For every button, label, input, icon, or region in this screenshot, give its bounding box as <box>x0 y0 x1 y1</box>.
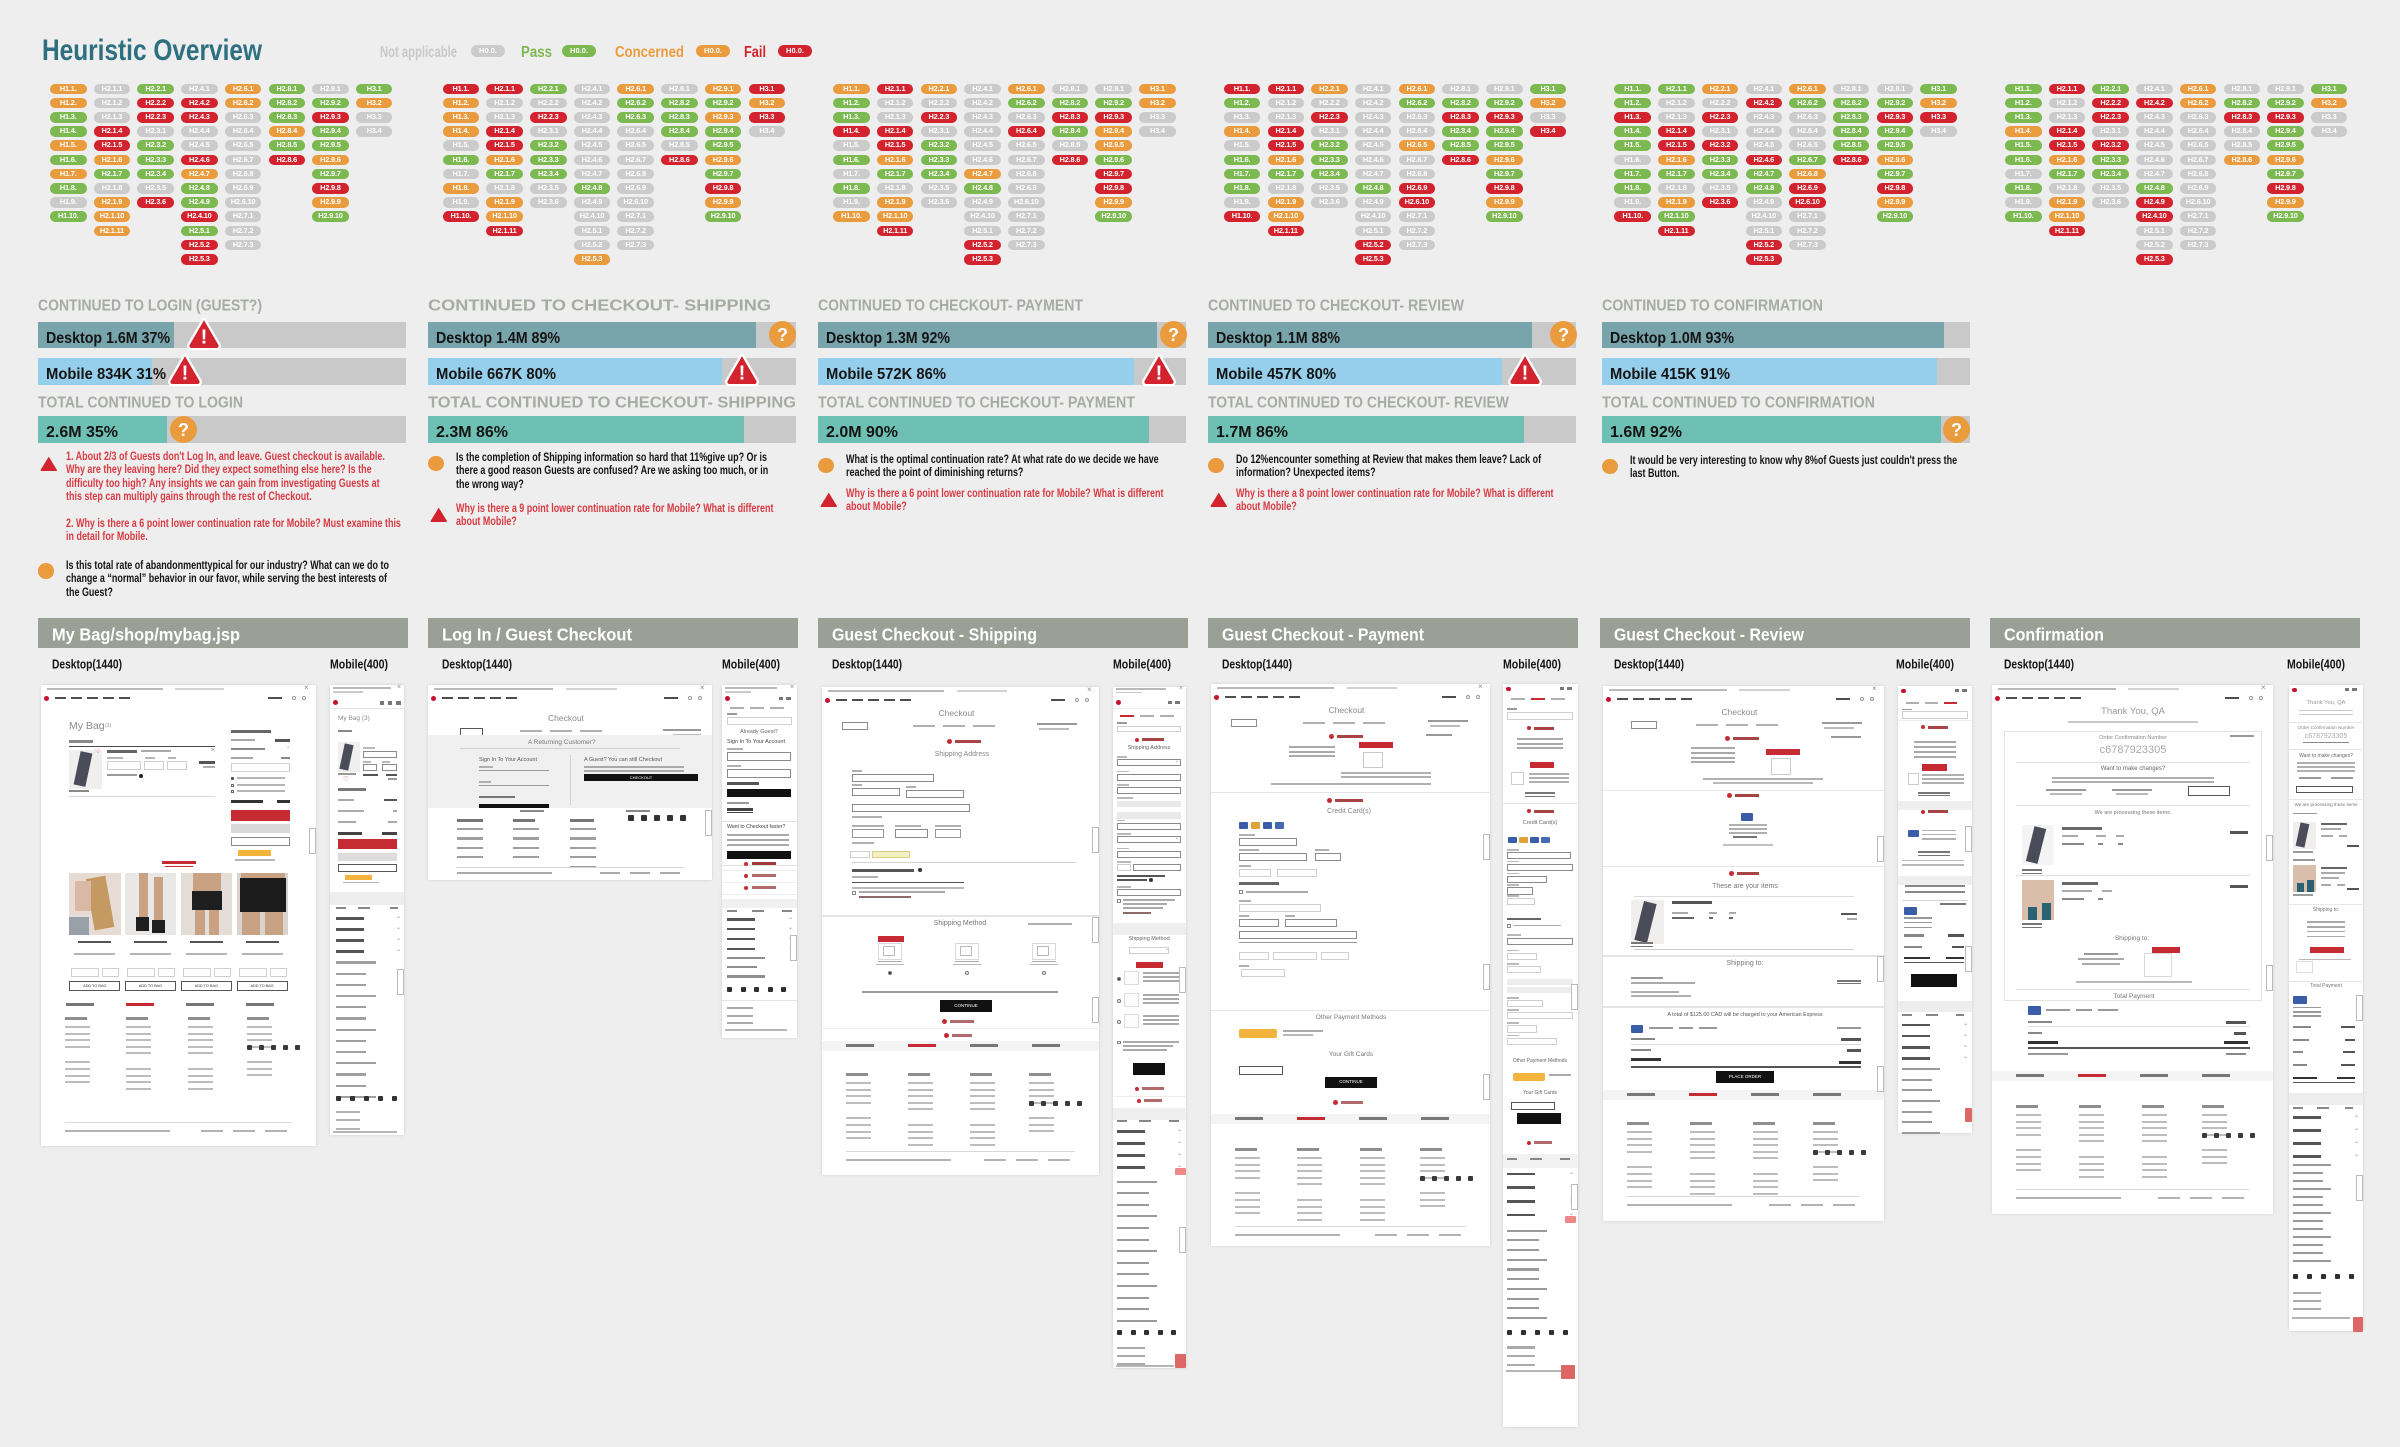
svg-text:Not applicable: Not applicable <box>380 44 457 61</box>
svg-text:Desktop 1.6M 37%: Desktop 1.6M 37% <box>46 330 170 347</box>
svg-text:?: ? <box>777 325 788 345</box>
svg-text:Mobile(400): Mobile(400) <box>1113 658 1171 672</box>
svg-text:TOTAL CONTINUED TO CONFIRMATIO: TOTAL CONTINUED TO CONFIRMATION <box>1602 395 1875 412</box>
svg-text:Desktop(1440): Desktop(1440) <box>1614 658 1684 672</box>
svg-text:Pass: Pass <box>521 44 552 61</box>
svg-text:Desktop(1440): Desktop(1440) <box>832 658 902 672</box>
svg-text:My Bag/shop/mybag.jsp: My Bag/shop/mybag.jsp <box>52 625 240 645</box>
svg-text:CONTINUED TO CHECKOUT- SHIPPIN: CONTINUED TO CHECKOUT- SHIPPING <box>428 298 771 315</box>
svg-text:Desktop(1440): Desktop(1440) <box>52 658 122 672</box>
svg-text:Mobile 572K 86%: Mobile 572K 86% <box>826 366 946 383</box>
svg-text:CONTINUED TO LOGIN (GUEST?): CONTINUED TO LOGIN (GUEST?) <box>38 298 262 315</box>
svg-text:TOTAL CONTINUED TO CHECKOUT- P: TOTAL CONTINUED TO CHECKOUT- PAYMENT <box>818 395 1135 412</box>
svg-text:?: ? <box>1558 325 1569 345</box>
svg-text:Guest Checkout - Payment: Guest Checkout - Payment <box>1222 625 1424 645</box>
svg-text:?: ? <box>1168 325 1179 345</box>
svg-text:?: ? <box>1951 420 1962 440</box>
svg-text:Mobile(400): Mobile(400) <box>1896 658 1954 672</box>
svg-text:?: ? <box>178 420 189 440</box>
svg-text:CONTINUED TO CONFIRMATION: CONTINUED TO CONFIRMATION <box>1602 298 1823 315</box>
svg-text:Desktop 1.0M 93%: Desktop 1.0M 93% <box>1610 330 1734 347</box>
svg-text:Mobile(400): Mobile(400) <box>330 658 388 672</box>
svg-text:Mobile 457K 80%: Mobile 457K 80% <box>1216 366 1336 383</box>
svg-text:1.7M 86%: 1.7M 86% <box>1216 424 1288 441</box>
svg-text:Heuristic Overview: Heuristic Overview <box>42 34 263 67</box>
svg-text:!: ! <box>1522 363 1529 385</box>
svg-text:Mobile(400): Mobile(400) <box>722 658 780 672</box>
svg-text:Mobile 667K 80%: Mobile 667K 80% <box>436 366 556 383</box>
svg-text:2.6M 35%: 2.6M 35% <box>46 424 118 441</box>
svg-text:Concerned: Concerned <box>615 44 684 61</box>
svg-text:Desktop 1.3M 92%: Desktop 1.3M 92% <box>826 330 950 347</box>
svg-text:Confirmation: Confirmation <box>2004 625 2104 645</box>
svg-text:Mobile(400): Mobile(400) <box>1503 658 1561 672</box>
svg-text:Desktop(1440): Desktop(1440) <box>2004 658 2074 672</box>
svg-text:1.6M 92%: 1.6M 92% <box>1610 424 1682 441</box>
svg-text:Guest Checkout - Review: Guest Checkout - Review <box>1614 625 1804 645</box>
svg-text:TOTAL CONTINUED TO CHECKOUT- S: TOTAL CONTINUED TO CHECKOUT- SHIPPING <box>428 395 796 412</box>
svg-text:CONTINUED TO CHECKOUT- PAYMENT: CONTINUED TO CHECKOUT- PAYMENT <box>818 298 1083 315</box>
svg-text:TOTAL CONTINUED TO LOGIN: TOTAL CONTINUED TO LOGIN <box>38 395 243 412</box>
svg-text:2.0M 90%: 2.0M 90% <box>826 424 898 441</box>
svg-text:!: ! <box>201 327 208 349</box>
svg-text:Mobile(400): Mobile(400) <box>2287 658 2345 672</box>
svg-text:Fail: Fail <box>744 44 766 61</box>
svg-text:Desktop(1440): Desktop(1440) <box>1222 658 1292 672</box>
svg-text:2.3M 86%: 2.3M 86% <box>436 424 508 441</box>
svg-text:!: ! <box>182 363 189 385</box>
svg-text:TOTAL CONTINUED TO CHECKOUT- R: TOTAL CONTINUED TO CHECKOUT- REVIEW <box>1208 395 1509 412</box>
svg-text:!: ! <box>1156 363 1163 385</box>
svg-text:Desktop 1.4M 89%: Desktop 1.4M 89% <box>436 330 560 347</box>
svg-text:CONTINUED TO CHECKOUT- REVIEW: CONTINUED TO CHECKOUT- REVIEW <box>1208 298 1464 315</box>
svg-text:Log In / Guest Checkout: Log In / Guest Checkout <box>442 625 632 645</box>
svg-text:Mobile 415K 91%: Mobile 415K 91% <box>1610 366 1730 383</box>
svg-text:Desktop 1.1M 88%: Desktop 1.1M 88% <box>1216 330 1340 347</box>
svg-text:Guest Checkout - Shipping: Guest Checkout - Shipping <box>832 625 1037 645</box>
svg-text:!: ! <box>739 363 746 385</box>
svg-text:Desktop(1440): Desktop(1440) <box>442 658 512 672</box>
svg-text:Mobile 834K 31%: Mobile 834K 31% <box>46 366 166 383</box>
